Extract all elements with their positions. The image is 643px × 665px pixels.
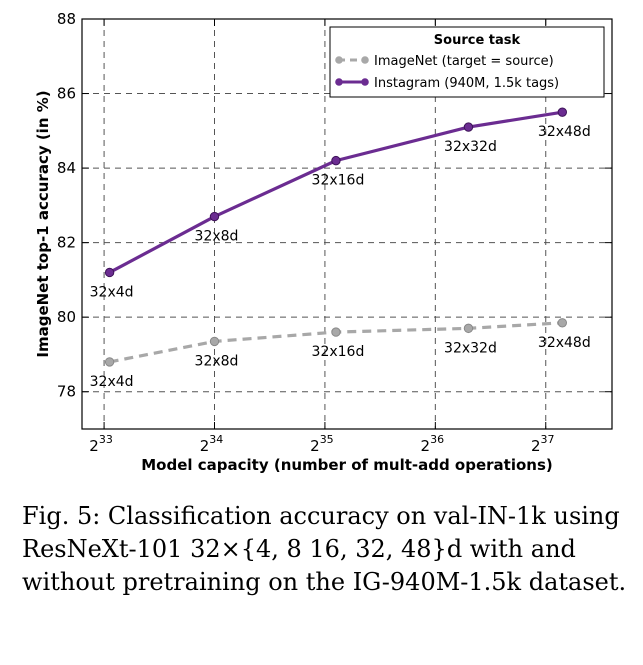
data-point <box>104 357 115 367</box>
legend-marker <box>335 56 343 64</box>
y-tick-label: 80 <box>57 308 76 326</box>
data-point <box>463 323 474 334</box>
data-point <box>209 336 220 347</box>
legend-entry-label: Instagram (940M, 1.5k tags) <box>374 76 559 91</box>
accuracy-chart: 32x4d 32x8d 32x16d 32x32d 32x48d 32x4d 32x8d 32… <box>34 10 613 474</box>
legend-entry-label: ImageNet (target = source) <box>374 54 554 69</box>
data-point <box>463 122 474 132</box>
x-tick-exponent: 37 <box>541 433 555 446</box>
y-tick-label: 86 <box>57 85 76 103</box>
data-point-label: 32x32d <box>444 340 497 356</box>
legend: Source task ImageNet (target = source) In… <box>329 26 605 98</box>
plot-frame <box>81 18 613 430</box>
data-point-label: 32x32d <box>444 139 497 155</box>
x-tick-label: 233 <box>89 433 113 455</box>
data-point-label: 32x4d <box>90 284 134 300</box>
data-point <box>209 211 220 222</box>
axis-ticks: 78 80 82 84 86 88 233 234 235 236 237 <box>57 10 612 455</box>
data-point <box>104 267 115 278</box>
data-point <box>331 327 341 337</box>
point-labels: 32x4d 32x8d 32x16d 32x32d 32x48d 32x4d 32x8d 32… <box>90 124 591 390</box>
legend-entries: ImageNet (target = source) Instagram (940… <box>335 54 559 91</box>
data-point-label: 32x4d <box>90 374 134 390</box>
data-point <box>331 155 341 166</box>
figure-caption: Fig. 5: Classification accuracy on val-I… <box>22 502 627 596</box>
x-tick-exponent: 34 <box>209 433 223 446</box>
y-tick-label: 88 <box>57 10 76 28</box>
data-point-label: 32x48d <box>538 335 591 351</box>
y-tick-label: 78 <box>57 383 76 401</box>
legend-marker <box>335 78 343 86</box>
y-tick-label: 82 <box>57 234 76 252</box>
data-point <box>557 107 568 117</box>
data-point-label: 32x16d <box>312 344 365 360</box>
x-tick-label: 236 <box>421 433 445 455</box>
x-axis-label: Model capacity (number of mult-add opera… <box>141 456 553 474</box>
data-point-label: 32x48d <box>538 124 591 140</box>
x-tick-exponent: 33 <box>99 433 113 446</box>
data-point-label: 32x16d <box>312 173 365 189</box>
legend-title: Source task <box>434 33 521 48</box>
data-point-label: 32x8d <box>195 229 239 245</box>
series-line-1 <box>108 110 563 274</box>
y-tick-label: 84 <box>57 159 76 177</box>
x-tick-exponent: 35 <box>320 433 334 446</box>
legend-box <box>329 26 605 98</box>
legend-marker <box>361 56 369 64</box>
y-axis-label: ImageNet top-1 accuracy (in %) <box>34 90 52 357</box>
x-tick-label: 234 <box>200 433 224 455</box>
x-tick-label: 235 <box>310 433 334 455</box>
legend-marker <box>361 78 369 86</box>
x-tick-label: 237 <box>531 433 555 455</box>
data-point-label: 32x8d <box>195 353 239 369</box>
series-layer <box>104 107 568 367</box>
data-point <box>557 318 568 328</box>
x-tick-exponent: 36 <box>430 433 444 446</box>
